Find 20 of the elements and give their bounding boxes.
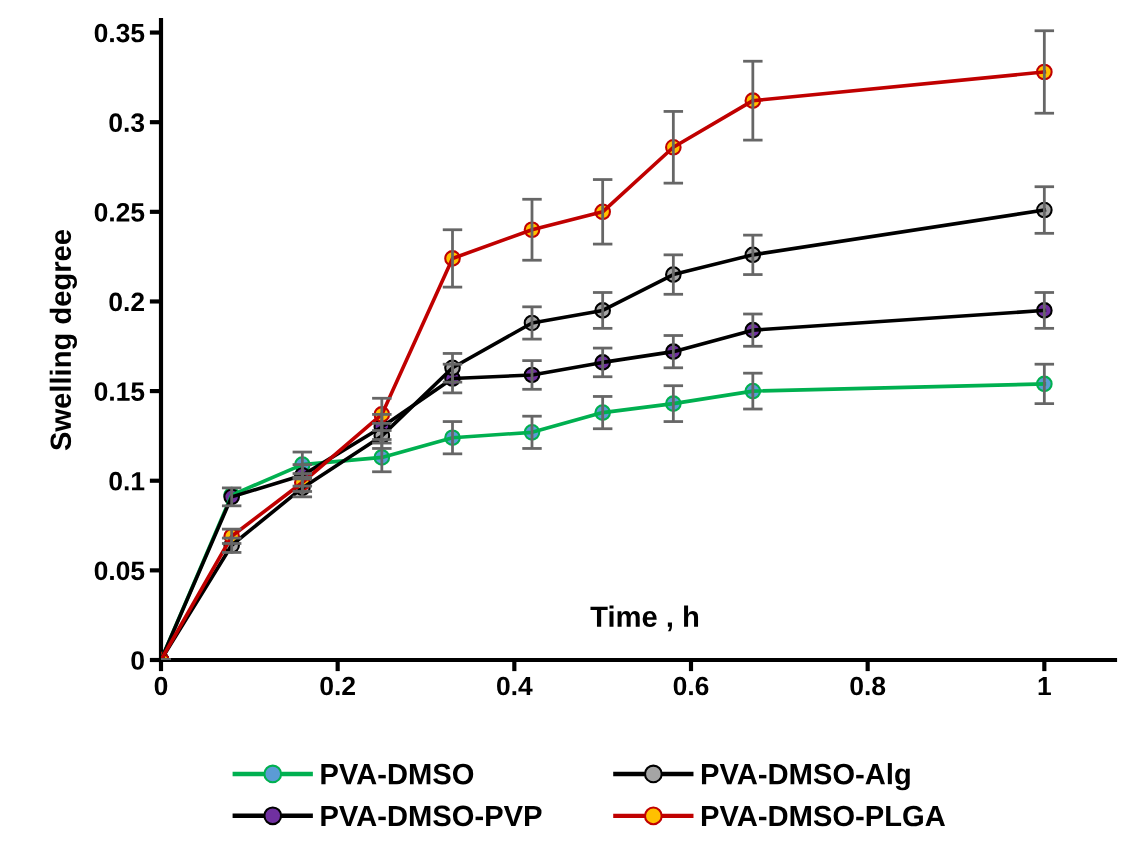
y-tick-label: 0.05 <box>94 561 145 581</box>
x-tick-label: 1 <box>1038 676 1051 696</box>
x-tick-label: 0 <box>154 676 168 696</box>
legend-label: PVA-DMSO-Alg <box>701 763 910 791</box>
y-tick-label: 0.25 <box>94 202 145 222</box>
legend-label: PVA-DMSO <box>321 763 474 785</box>
y-tick-label: 0.3 <box>109 113 145 133</box>
x-tick-label: 0.4 <box>497 676 533 696</box>
x-tick-label: 0.2 <box>320 676 355 696</box>
legend-label: PVA-DMSO-PLGA <box>701 805 946 827</box>
x-tick-label: 0.8 <box>850 676 886 696</box>
x-tick-label: 0.6 <box>673 676 709 696</box>
y-axis-title: Swelling degree <box>49 229 78 451</box>
y-tick-label: 0.35 <box>94 23 145 43</box>
legend-label: PVA-DMSO-PVP <box>321 805 542 827</box>
x-axis-title: Time , h <box>590 605 699 632</box>
y-tick-label: 0.2 <box>109 292 144 312</box>
y-tick-label: 0.1 <box>109 471 145 491</box>
y-tick-label: 0 <box>131 651 144 670</box>
y-tick-label: 0.15 <box>94 382 145 401</box>
